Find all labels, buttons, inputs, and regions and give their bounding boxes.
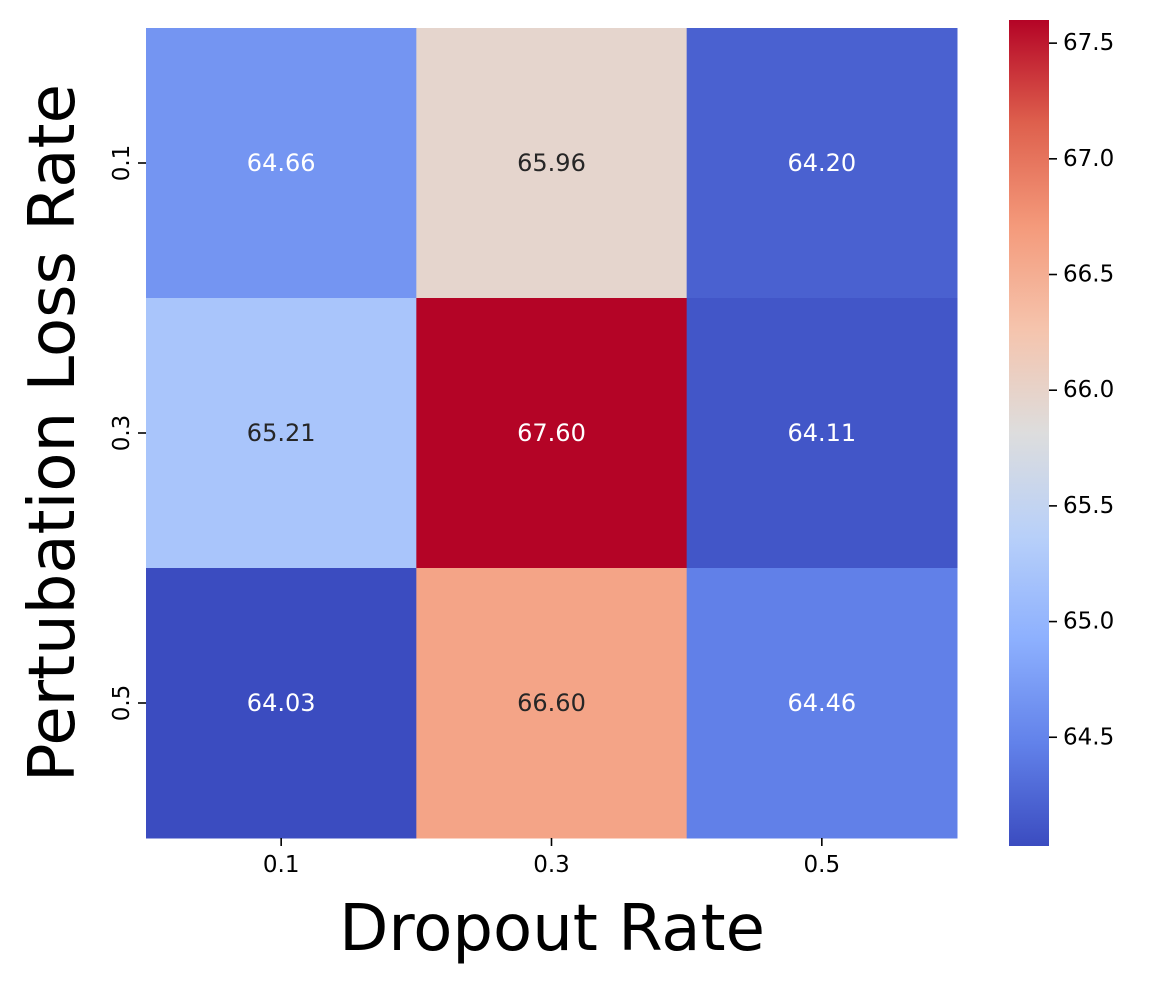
x-tick-label: 0.5 [804,852,841,878]
x-tick-label: 0.1 [263,852,300,878]
cell-value-label: 64.20 [787,149,856,177]
cell-value-label: 64.11 [787,419,856,447]
colorbar-tick-label: 65.0 [1063,609,1114,635]
colorbar-tick-label: 66.0 [1063,377,1114,403]
cell-value-label: 64.66 [247,149,316,177]
y-tick-label: 0.5 [109,685,135,722]
colorbar [1009,20,1049,846]
y-axis-ticks: 0.1 0.3 0.5 [109,145,146,722]
y-axis-title: Pertubation Loss Rate [16,84,90,782]
x-axis-title: Dropout Rate [339,892,765,966]
cell-value-label: 64.03 [247,689,316,717]
cell-value-label: 66.60 [517,689,586,717]
cell-value-label: 64.46 [787,689,856,717]
cell-value-label: 67.60 [517,419,586,447]
colorbar-tick-label: 66.5 [1063,262,1114,288]
colorbar-gradient [1009,20,1049,846]
heatmap-cell-labels: 64.66 65.96 64.20 65.21 67.60 64.11 64.03 66.60… [247,149,856,717]
heatmap-cell-r2-c0 [146,568,417,839]
heatmap-cell-r0-c0 [146,28,417,299]
colorbar-tick-label: 67.0 [1063,146,1114,172]
colorbar-tick-label: 64.5 [1063,724,1114,750]
y-tick-label: 0.1 [109,145,135,182]
heatmap-cell-r1-c2 [686,298,958,569]
cell-value-label: 65.96 [517,149,586,177]
x-tick-label: 0.3 [533,852,570,878]
heatmap-cell-r1-c0 [146,298,417,569]
cell-value-label: 65.21 [247,419,316,447]
heatmap-cell-r2-c2 [686,568,958,839]
colorbar-ticks: 64.5 65.0 65.5 66.0 66.5 67.0 67.5 [1049,30,1114,750]
heatmap-cell-r2-c1 [416,568,688,839]
x-axis-ticks: 0.1 0.3 0.5 [263,838,840,878]
y-tick-label: 0.3 [109,415,135,452]
heatmap-cell-r0-c1 [416,28,688,299]
colorbar-tick-label: 65.5 [1063,493,1114,519]
heatmap-cell-r1-c1 [416,298,688,569]
colorbar-tick-label: 67.5 [1063,30,1114,56]
heatmap-cell-r0-c2 [686,28,958,299]
heatmap-cells [146,28,958,839]
